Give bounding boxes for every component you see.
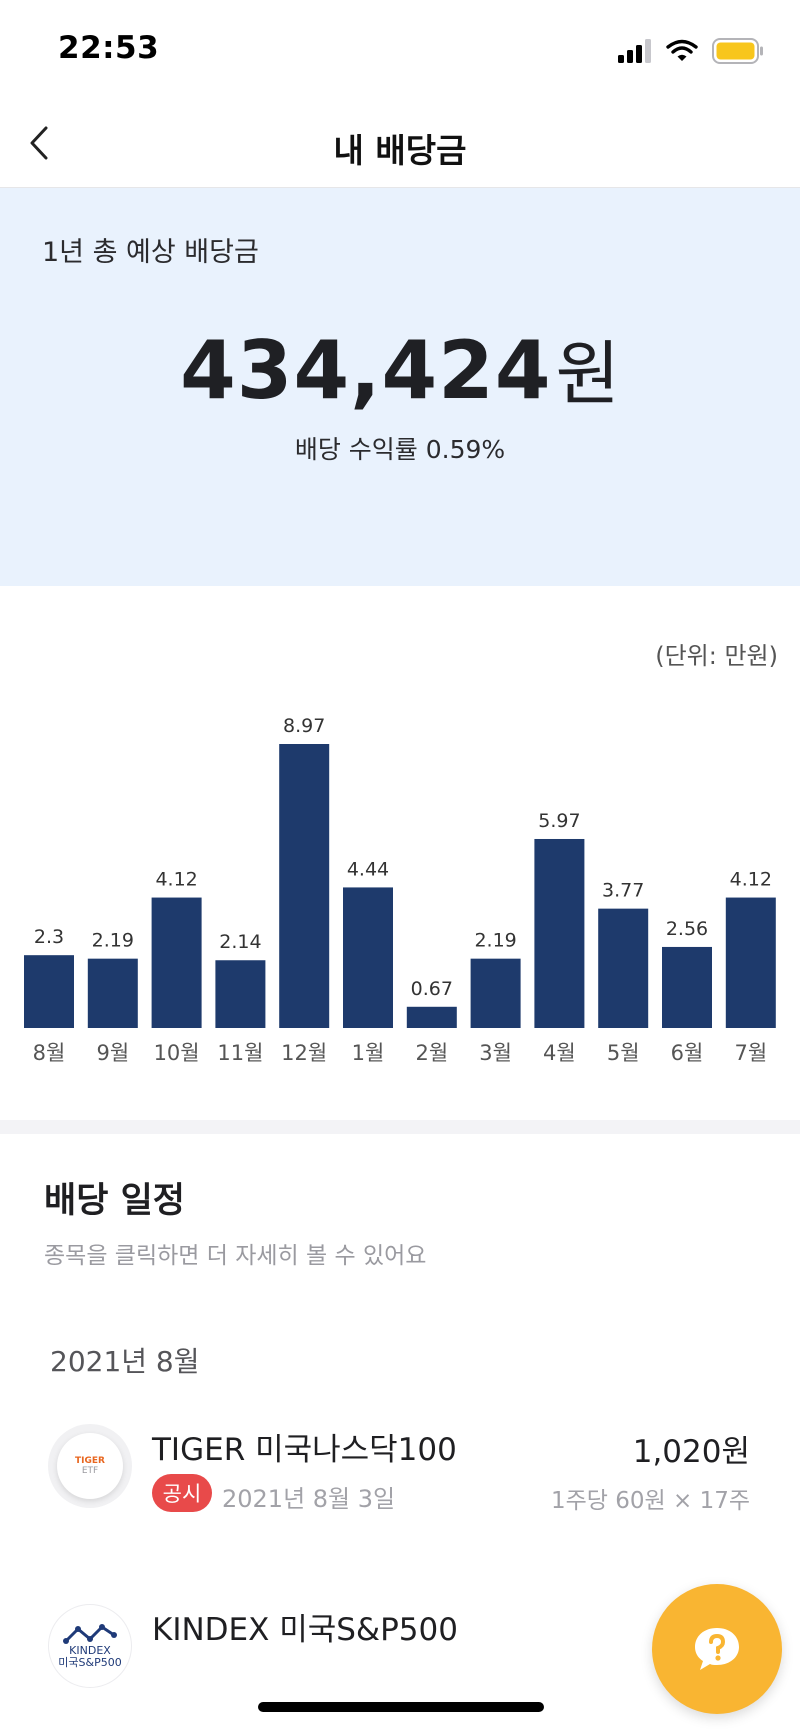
bar-7월	[725, 897, 776, 1028]
wifi-icon	[666, 39, 698, 61]
stock-name: KINDEX 미국S&P500	[152, 1612, 458, 1648]
stock-logo: KINDEX 미국S&P500	[48, 1604, 132, 1688]
dividend-item-tiger[interactable]: TIGER ETF TIGER 미국나스닥100 공시 2021년 8월 3일 …	[0, 1424, 800, 1544]
bar-value-label: 2.14	[219, 931, 261, 953]
x-axis-tick-label: 10월	[154, 1041, 200, 1065]
dividend-yield: 배당 수익률 0.59%	[294, 435, 506, 464]
cellular-signal-icon	[618, 39, 651, 63]
bar-value-label: 2.56	[666, 918, 708, 940]
logo-text-bottom: ETF	[81, 1466, 99, 1476]
bar-8월	[24, 955, 74, 1028]
total-dividend-unit: 원	[555, 333, 620, 415]
dividend-detail: 1주당 60원 × 17주	[550, 1488, 750, 1514]
home-indicator	[258, 1702, 544, 1712]
page-title: 내 배당금	[333, 131, 467, 170]
bar-4월	[534, 838, 585, 1028]
bar-6월	[662, 946, 712, 1028]
x-axis-tick-label: 5월	[607, 1041, 640, 1065]
chart-line-icon	[63, 1624, 117, 1644]
dividend-summary: 1년 총 예상 배당금 434,424원 배당 수익률 0.59%	[0, 188, 800, 586]
bar-value-label: 2.19	[92, 930, 134, 952]
x-axis-tick-label: 1월	[352, 1041, 385, 1065]
chart-unit-label: (단위: 만원)	[655, 642, 778, 670]
logo-text-bottom: 미국S&P500	[58, 1656, 122, 1669]
stock-name: TIGER 미국나스닥100	[152, 1432, 457, 1468]
bar-12월	[279, 744, 330, 1028]
dividend-date: 2021년 8월 3일	[222, 1485, 396, 1513]
status-badge: 공시	[152, 1474, 212, 1512]
dividend-item-kindex[interactable]: KINDEX 미국S&P500 KINDEX 미국S&P500	[0, 1604, 800, 1724]
help-chat-icon	[695, 1628, 739, 1670]
x-axis-tick-label: 2월	[415, 1041, 448, 1065]
help-chat-button[interactable]	[652, 1584, 782, 1714]
x-axis-tick-label: 3월	[479, 1041, 512, 1065]
nav-bar: 내 배당금	[0, 100, 800, 188]
total-dividend-value: 434,424	[180, 324, 552, 417]
bar-9월	[87, 958, 138, 1028]
logo-text-top: KINDEX	[69, 1644, 111, 1657]
schedule-title: 배당 일정	[44, 1181, 185, 1221]
x-axis-tick-label: 12월	[281, 1041, 327, 1065]
bar-11월	[215, 960, 266, 1028]
x-axis-tick-label: 4월	[543, 1041, 576, 1065]
bar-chart: 2.3 8월 2.19 9월 4.12 10월 2.14 11월 8.97 12월 4.44 1월 0.…	[24, 715, 776, 1065]
x-axis-tick-label: 11월	[217, 1041, 263, 1065]
x-axis-tick-label: 7월	[734, 1041, 767, 1065]
x-axis-tick-label: 6월	[671, 1041, 704, 1065]
bar-5월	[598, 908, 649, 1028]
back-button[interactable]	[14, 118, 64, 168]
chevron-left-icon	[30, 126, 48, 160]
section-divider	[0, 1120, 800, 1134]
bar-value-label: 8.97	[283, 715, 325, 737]
schedule-month-header: 2021년 8월	[50, 1345, 200, 1378]
bar-value-label: 4.12	[155, 869, 197, 891]
bar-1월	[343, 887, 393, 1028]
summary-label: 1년 총 예상 배당금	[42, 237, 259, 268]
status-bar: 22:53	[0, 0, 800, 100]
dividend-amount: 1,020원	[632, 1434, 750, 1470]
bar-3월	[470, 958, 521, 1028]
stock-logo: TIGER ETF	[48, 1424, 132, 1508]
bar-value-label: 2.19	[474, 930, 516, 952]
x-axis-tick-label: 9월	[96, 1041, 129, 1065]
status-time: 22:53	[58, 30, 160, 66]
schedule-subtitle: 종목을 클릭하면 더 자세히 볼 수 있어요	[44, 1243, 427, 1269]
status-icons	[618, 36, 764, 66]
bar-value-label: 4.44	[347, 858, 389, 880]
bar-value-label: 2.3	[34, 926, 64, 948]
logo-text-top: TIGER	[75, 1456, 105, 1466]
x-axis-tick-label: 8월	[33, 1041, 66, 1065]
bar-value-label: 3.77	[602, 880, 644, 902]
bar-2월	[406, 1006, 457, 1028]
bar-value-label: 0.67	[411, 978, 453, 1000]
battery-icon	[712, 38, 763, 64]
total-dividend-amount: 434,424원	[0, 318, 800, 419]
bar-10월	[151, 897, 202, 1028]
monthly-dividend-chart: (단위: 만원) 2.3 8월 2.19 9월 4.12 10월 2.14 11월 8.97 12…	[0, 586, 800, 1120]
bar-value-label: 4.12	[730, 869, 772, 891]
bar-value-label: 5.97	[538, 810, 580, 832]
